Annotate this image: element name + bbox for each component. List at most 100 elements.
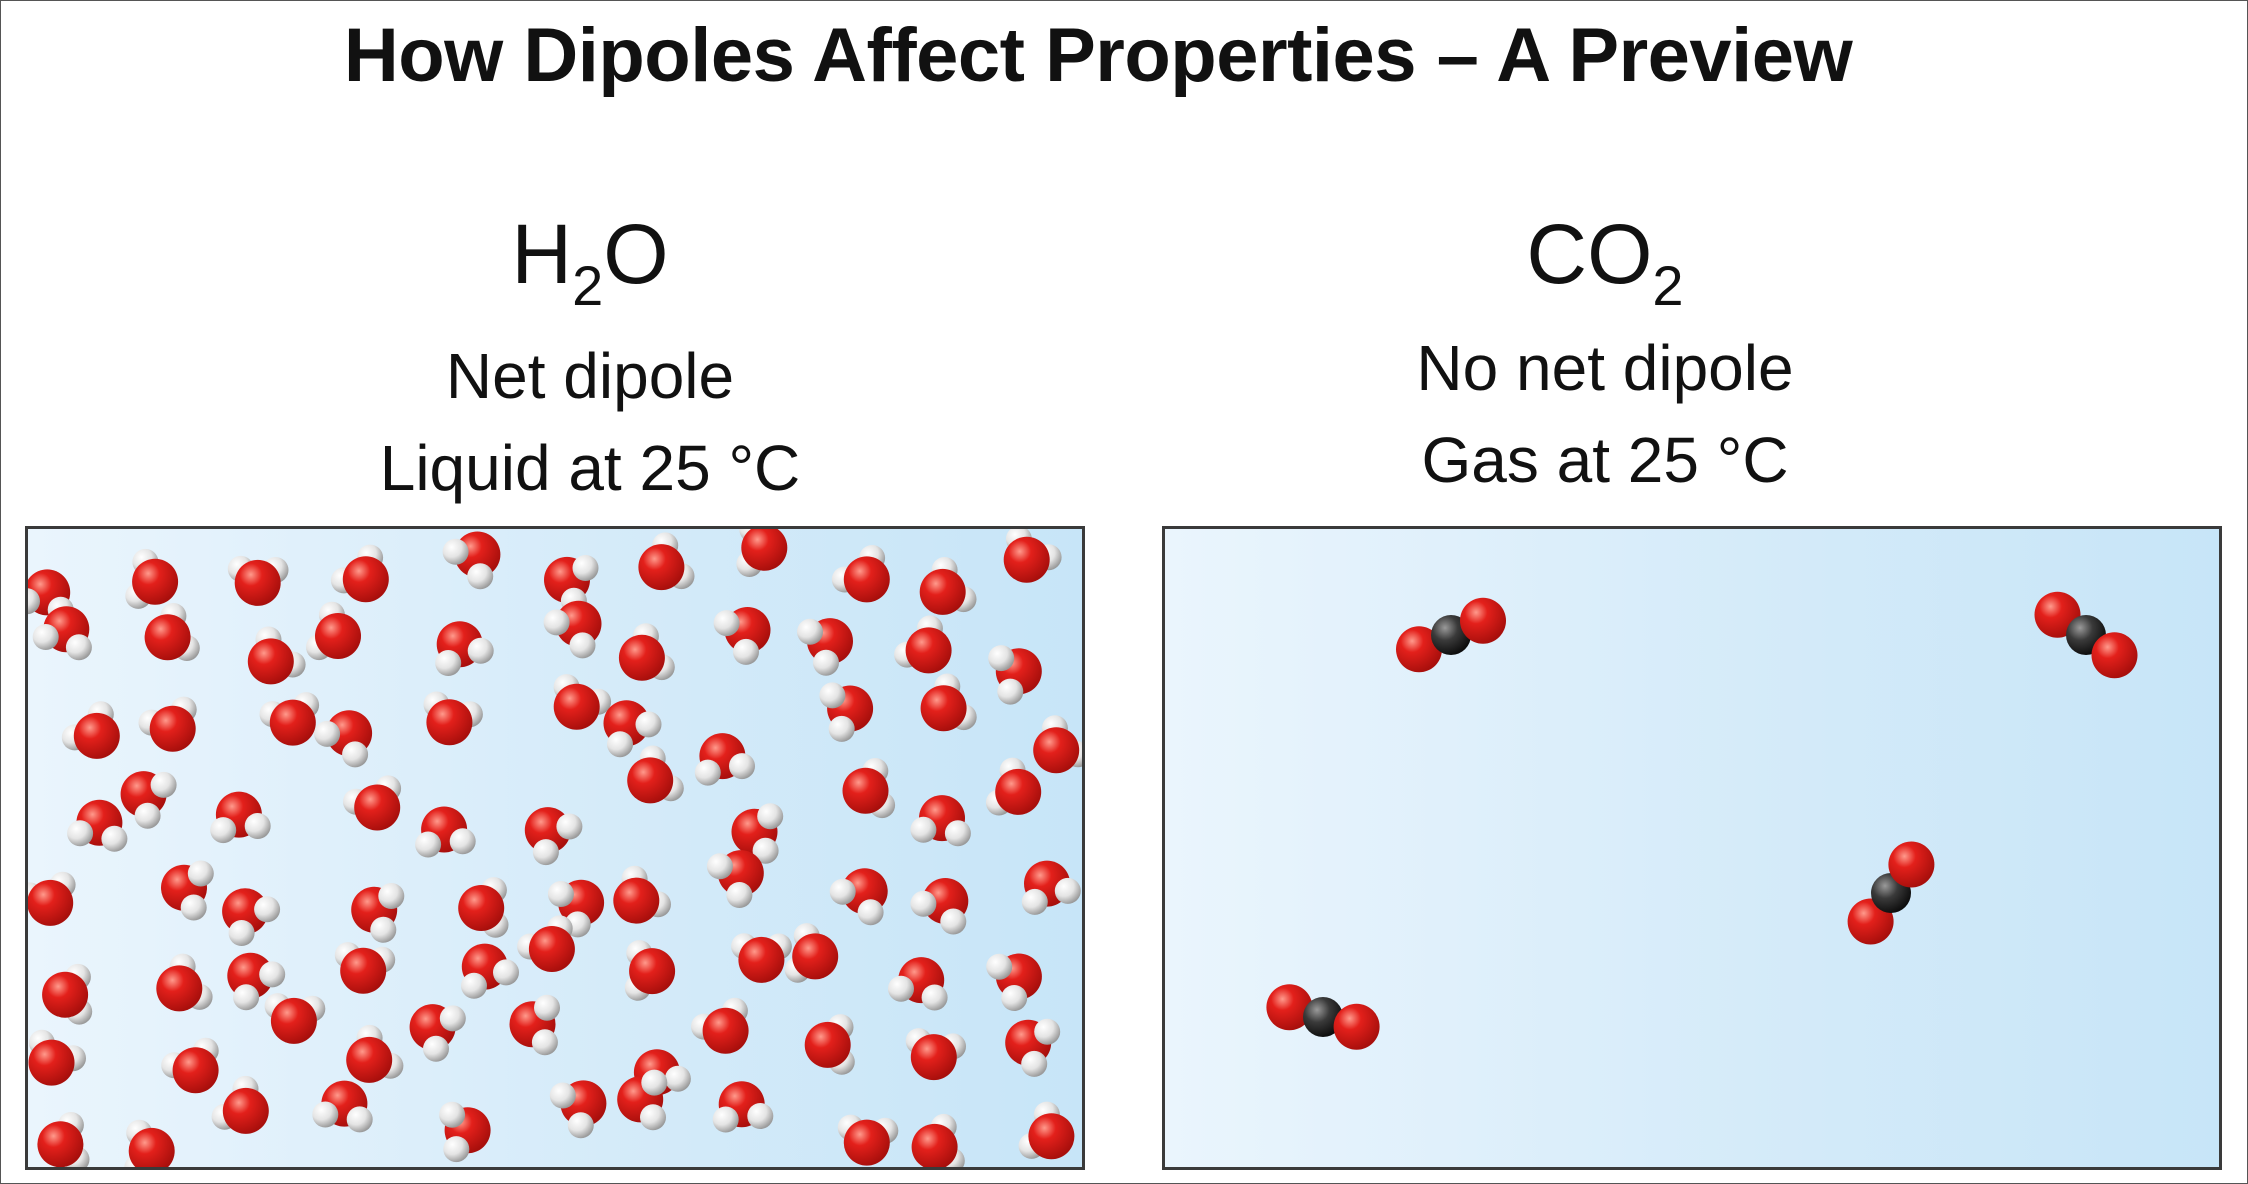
water-molecule (61, 701, 120, 759)
water-molecule (312, 1080, 373, 1133)
water-molecule (351, 883, 405, 943)
hydrogen-atom (443, 1136, 470, 1163)
hydrogen-atom (567, 1112, 594, 1139)
water-molecule (911, 1113, 965, 1167)
hydrogen-atom (378, 883, 405, 909)
co2-formula-subscript: 2 (1652, 254, 1684, 317)
oxygen-atom (346, 1036, 393, 1083)
co2-formula: CO2 (1385, 212, 1825, 314)
water-molecule (259, 692, 320, 746)
water-molecule (435, 621, 494, 676)
water-formula-subscript: 2 (572, 254, 604, 317)
water-molecule (920, 673, 977, 732)
oxygen-atom (804, 1021, 851, 1068)
hydrogen-atom (547, 881, 574, 907)
water-molecule (409, 1004, 466, 1062)
oxygen-atom (843, 1119, 890, 1166)
hydrogen-atom (572, 555, 599, 581)
oxygen-atom (128, 1127, 175, 1167)
oxygen-atom (1460, 597, 1506, 644)
hydrogen-atom (67, 820, 94, 847)
hydrogen-atom (997, 678, 1024, 705)
hydrogen-atom (461, 972, 487, 999)
hydrogen-atom (254, 896, 281, 923)
water-molecule (731, 933, 792, 983)
hydrogen-atom (706, 853, 733, 880)
hydrogen-atom (259, 961, 286, 988)
water-molecule (894, 615, 952, 674)
hydrogen-atom (635, 711, 662, 738)
oxygen-atom (995, 768, 1042, 815)
hydrogen-atom (726, 882, 753, 908)
hydrogen-atom (988, 645, 1015, 672)
water-molecule (910, 878, 969, 935)
oxygen-atom (618, 634, 665, 681)
water-molecule (415, 806, 476, 858)
oxygen-atom (149, 705, 196, 752)
oxygen-atom (702, 1007, 749, 1054)
hydrogen-atom (819, 682, 846, 709)
water-molecule (706, 850, 764, 908)
hydrogen-atom (747, 1103, 774, 1129)
water-molecule (691, 997, 749, 1054)
co2-dipole-label: No net dipole (1416, 332, 1794, 404)
hydrogen-atom (210, 817, 237, 844)
hydrogen-atom (314, 720, 341, 747)
hydrogen-atom (370, 916, 397, 943)
hydrogen-atom (531, 1029, 558, 1056)
oxygen-atom (629, 948, 676, 995)
hydrogen-atom (694, 759, 721, 786)
water-molecule (124, 1119, 175, 1167)
hydrogen-atom (435, 650, 462, 676)
water-molecule (509, 994, 560, 1056)
water-molecule (227, 952, 286, 1011)
water-molecule (627, 745, 684, 804)
hydrogen-atom (569, 632, 596, 659)
oxygen-atom (1028, 1113, 1075, 1160)
water-molecule (161, 1037, 219, 1094)
oxygen-atom (910, 1034, 957, 1081)
water-molecule (1005, 1018, 1061, 1077)
oxygen-atom (1266, 984, 1313, 1031)
hydrogen-atom (442, 538, 469, 565)
oxygen-atom (613, 877, 660, 924)
co2-gas-panel (1162, 526, 2222, 1170)
hydrogen-atom (1034, 1018, 1061, 1045)
co2-description: No net dipole Gas at 25 °C (1255, 322, 1955, 506)
water-molecule (442, 531, 501, 590)
water-molecule (919, 557, 977, 615)
water-formula-main: H (511, 207, 573, 301)
hydrogen-atom (713, 610, 740, 637)
co2-molecule (1847, 841, 1935, 945)
carbon-atom (1303, 997, 1343, 1037)
oxygen-atom (315, 613, 361, 659)
hydrogen-atom (346, 1106, 373, 1133)
co2-state-label: Gas at 25 °C (1421, 424, 1789, 496)
oxygen-atom (1033, 727, 1080, 774)
water-molecule (713, 607, 771, 665)
water-molecule (161, 860, 214, 921)
water-molecule (985, 757, 1042, 816)
water-formula: H2O (370, 212, 810, 314)
water-molecule (227, 555, 289, 606)
water-molecule (343, 775, 402, 831)
oxygen-atom (426, 699, 473, 746)
oxygen-atom (627, 757, 674, 804)
water-molecule (988, 645, 1042, 705)
hydrogen-atom (813, 649, 839, 676)
hydrogen-atom (244, 813, 271, 839)
oxygen-atom (1396, 626, 1442, 673)
hydrogen-atom (797, 618, 823, 645)
water-molecule (458, 877, 509, 938)
water-description: Net dipole Liquid at 25 °C (240, 330, 940, 514)
hydrogen-atom (342, 741, 369, 768)
oxygen-atom (842, 767, 889, 814)
oxygen-atom (738, 936, 785, 983)
hydrogen-atom (467, 637, 494, 664)
oxygen-atom (132, 558, 179, 605)
oxygen-atom (1003, 536, 1050, 583)
water-molecule (837, 1114, 899, 1166)
hydrogen-atom (829, 878, 856, 905)
hydrogen-atom (757, 803, 784, 830)
water-molecule (547, 879, 605, 938)
